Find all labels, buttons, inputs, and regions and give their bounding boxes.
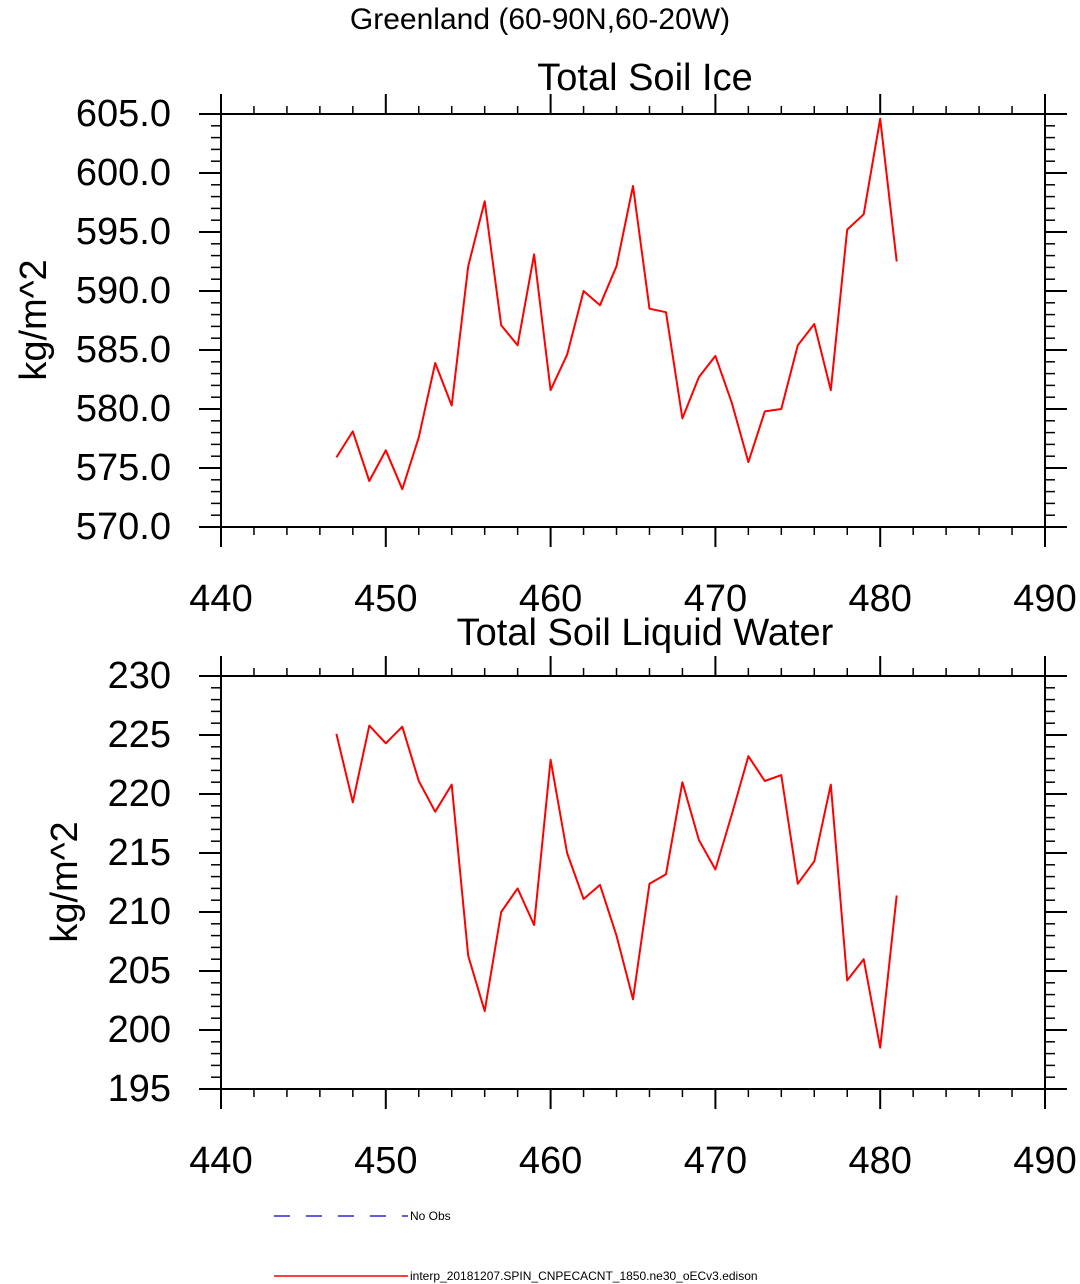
y-tick-label: 585.0 [76, 329, 171, 371]
y-axis-label: kg/m^2 [44, 821, 86, 942]
y-tick-label: 215 [108, 832, 171, 874]
x-tick-label: 490 [1013, 578, 1076, 620]
legend: No Obs interp_20181207.SPIN_CNPECACNT_18… [274, 1209, 758, 1283]
x-tick-label: 460 [519, 578, 582, 620]
y-tick-label: 590.0 [76, 270, 171, 312]
soil-liquid-water-panel: Total Soil Liquid Water kg/m^2 440 450 460 47… [44, 612, 1077, 1182]
y-tick-label: 210 [108, 891, 171, 933]
legend-model-label: interp_20181207.SPIN_CNPECACNT_1850.ne30… [410, 1269, 758, 1283]
legend-no-obs-label: No Obs [410, 1209, 451, 1223]
x-tick-label: 440 [189, 1140, 252, 1182]
x-tick-label: 450 [354, 578, 417, 620]
series-line [335, 724, 898, 1049]
y-tick-label: 575.0 [76, 447, 171, 489]
series-line [335, 117, 898, 491]
panel-title: Total Soil Liquid Water [457, 612, 834, 654]
x-tick-label: 480 [848, 578, 911, 620]
y-tick-label: 205 [108, 950, 171, 992]
x-tick-label: 480 [848, 1140, 911, 1182]
y-tick-label: 600.0 [76, 152, 171, 194]
y-tick-label: 605.0 [76, 93, 171, 135]
y-axis-label: kg/m^2 [13, 259, 55, 380]
y-tick-label: 230 [108, 655, 171, 697]
y-tick-label: 220 [108, 773, 171, 815]
plot-frame [220, 675, 1046, 1090]
x-tick-label: 470 [684, 578, 747, 620]
y-tick-label: 580.0 [76, 388, 171, 430]
y-tick-label: 225 [108, 714, 171, 756]
y-tick-label: 570.0 [76, 506, 171, 548]
x-tick-label: 440 [189, 578, 252, 620]
x-tick-label: 460 [519, 1140, 582, 1182]
x-tick-label: 470 [684, 1140, 747, 1182]
soil-ice-panel: Total Soil Ice kg/m^2 440 450 460 470 480 490 57… [13, 57, 1077, 620]
y-tick-label: 195 [108, 1068, 171, 1110]
x-tick-label: 450 [354, 1140, 417, 1182]
x-tick-label: 490 [1013, 1140, 1076, 1182]
y-tick-label: 200 [108, 1009, 171, 1051]
panel-title: Total Soil Ice [537, 57, 752, 99]
figure-title: Greenland (60-90N,60-20W) [350, 3, 730, 36]
plot-frame [220, 113, 1046, 528]
y-tick-label: 595.0 [76, 211, 171, 253]
